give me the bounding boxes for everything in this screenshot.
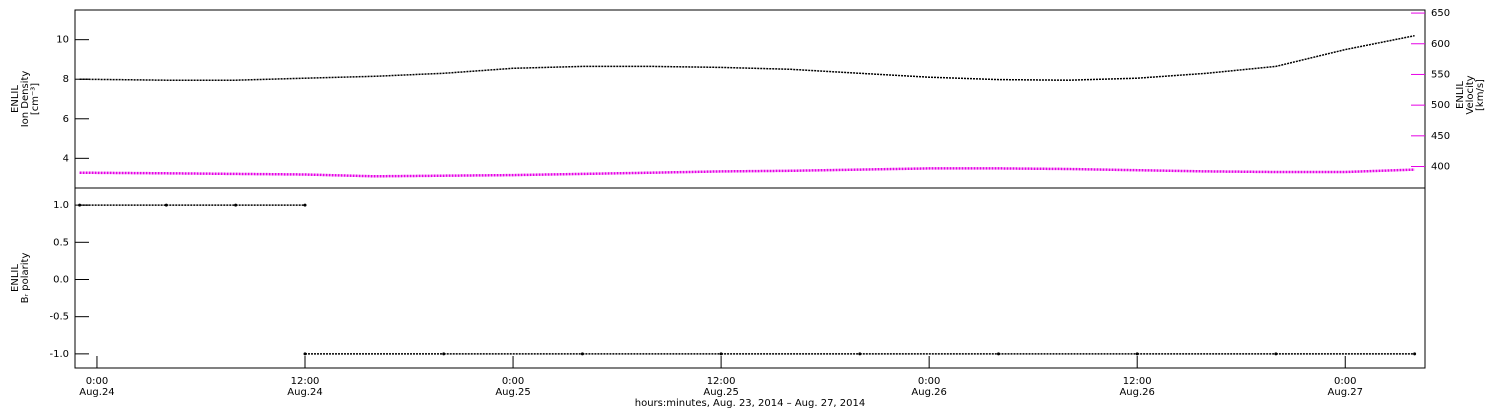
data-point [719, 352, 723, 356]
y-axis-label: ENLIL [10, 85, 21, 113]
x-tick-label: 0:00 [918, 376, 940, 387]
y-tick-label: 0.0 [53, 274, 69, 285]
x-tick-label: 12:00 [1123, 376, 1152, 387]
y-tick-label: -1.0 [49, 349, 69, 360]
data-point [1413, 352, 1417, 356]
x-tick-label: 12:00 [291, 376, 320, 387]
x-tick-label: 12:00 [707, 376, 736, 387]
y2-tick-label: 500 [1431, 100, 1450, 111]
y-tick-label: 4 [63, 153, 69, 164]
y2-axis-label: Velocity [1465, 75, 1476, 114]
data-point [303, 352, 307, 356]
data-point [1274, 352, 1278, 356]
data-point [997, 352, 1001, 356]
series-line [79, 34, 1415, 81]
data-point [1135, 352, 1139, 356]
y-tick-label: 10 [56, 35, 69, 46]
data-point [78, 203, 82, 207]
y2-tick-label: 650 [1431, 8, 1450, 19]
y2-tick-label: 400 [1431, 162, 1450, 173]
x-tick-label: 0:00 [86, 376, 108, 387]
x-axis-label: hours:minutes, Aug. 23, 2014 – Aug. 27, … [635, 398, 866, 409]
data-point [580, 352, 584, 356]
data-point [234, 203, 238, 207]
data-point [164, 203, 168, 207]
series-line [79, 167, 1415, 178]
y-axis-label: Ion Density [20, 71, 31, 128]
y-tick-label: 1.0 [53, 200, 69, 211]
y-tick-label: -0.5 [49, 312, 69, 323]
data-point [858, 352, 862, 356]
y-axis-label: Bᵣ polarity [20, 253, 31, 304]
x-tick-date: Aug.26 [1119, 387, 1154, 398]
x-tick-label: 0:00 [1334, 376, 1356, 387]
frame [74, 9, 1426, 369]
y2-axis-label: ENLIL [1455, 81, 1466, 109]
x-tick-date: Aug.25 [495, 387, 530, 398]
y-axis-label: [cm⁻³] [30, 83, 41, 115]
x-tick-date: Aug.24 [287, 387, 322, 398]
data-point [442, 352, 446, 356]
y-axis-label: ENLIL [10, 264, 21, 292]
x-tick-date: Aug.27 [1328, 387, 1363, 398]
y2-axis-label: [km/s] [1475, 79, 1486, 111]
x-tick-date: Aug.26 [911, 387, 946, 398]
y-tick-label: 6 [63, 114, 69, 125]
x-tick-date: Aug.25 [703, 387, 738, 398]
y2-tick-label: 550 [1431, 69, 1450, 80]
y2-tick-label: 600 [1431, 39, 1450, 50]
data-point [303, 203, 307, 207]
y-tick-label: 0.5 [53, 237, 69, 248]
x-tick-label: 0:00 [502, 376, 524, 387]
x-tick-date: Aug.24 [79, 387, 114, 398]
y-tick-label: 8 [63, 74, 69, 85]
y2-tick-label: 450 [1431, 131, 1450, 142]
